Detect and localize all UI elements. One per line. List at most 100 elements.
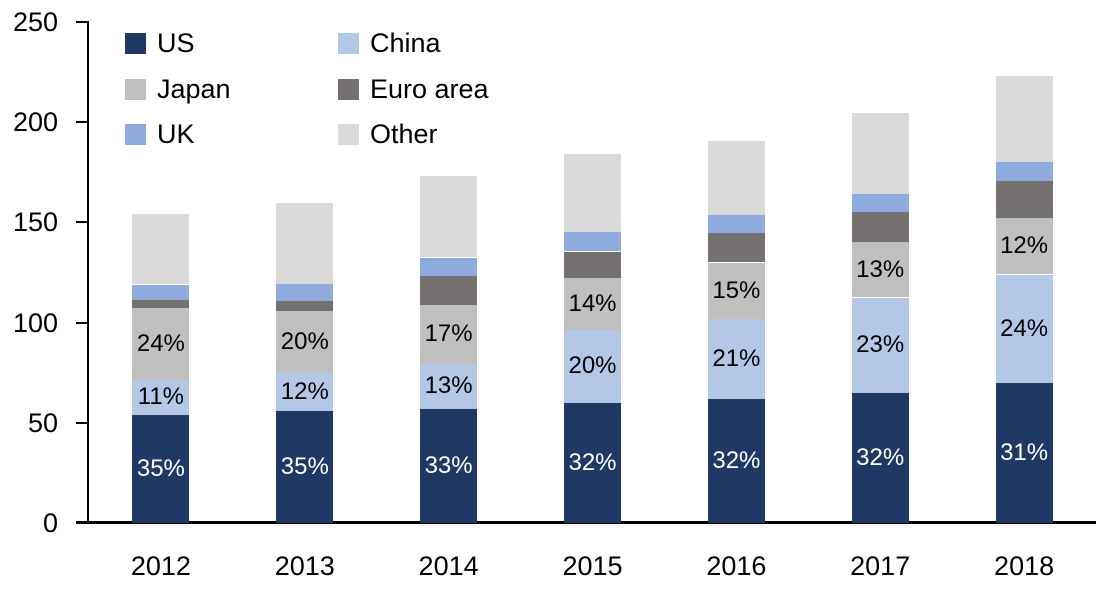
y-axis-tick-label: 0 bbox=[42, 508, 58, 538]
bar-segment-china-2012: 11% bbox=[132, 379, 190, 415]
legend-swatch-euro-area-icon bbox=[338, 78, 359, 100]
bar-segment-euro-area-2013 bbox=[276, 300, 334, 311]
bar-label-china-2013: 12% bbox=[280, 377, 329, 405]
bar-label-japan-2013: 20% bbox=[280, 327, 329, 355]
bar-segment-euro-area-2012 bbox=[132, 299, 190, 308]
legend-label-euro-area: Euro area bbox=[370, 73, 489, 104]
legend-item-euro-area: Euro area bbox=[338, 73, 489, 104]
legend-swatch-japan-icon bbox=[125, 78, 146, 100]
bar-label-japan-2016: 15% bbox=[712, 276, 761, 304]
legend-label-china: China bbox=[370, 27, 441, 58]
y-axis-tick-label: 250 bbox=[12, 7, 58, 37]
y-axis-tick bbox=[76, 422, 89, 424]
bar-segment-other-2013 bbox=[276, 203, 334, 284]
bar-segment-other-2014 bbox=[420, 176, 478, 258]
bar-segment-other-2012 bbox=[132, 214, 190, 285]
bar-segment-uk-2013 bbox=[276, 283, 334, 301]
bar-segment-euro-area-2016 bbox=[707, 233, 765, 263]
bar-segment-us-2015: 32% bbox=[564, 402, 621, 523]
y-axis-tick-label: 50 bbox=[27, 408, 58, 438]
bar-label-japan-2012: 24% bbox=[136, 329, 185, 357]
legend-swatch-other-icon bbox=[338, 123, 359, 145]
legend-item-uk: UK bbox=[125, 118, 195, 149]
bar-label-us-2014: 33% bbox=[424, 451, 473, 479]
bar-segment-us-2013: 35% bbox=[276, 410, 334, 523]
bar-label-china-2017: 23% bbox=[856, 331, 905, 359]
x-axis-label-2017: 2017 bbox=[850, 551, 911, 581]
bar-label-us-2012: 35% bbox=[136, 454, 185, 482]
bar-label-china-2015: 20% bbox=[568, 352, 617, 380]
legend-label-us: US bbox=[157, 27, 195, 58]
bar-segment-us-2016: 32% bbox=[707, 398, 765, 523]
bar-label-japan-2014: 17% bbox=[424, 320, 473, 348]
legend-item-japan: Japan bbox=[125, 73, 231, 104]
legend-swatch-uk-icon bbox=[125, 123, 146, 145]
bar-segment-japan-2016: 15% bbox=[707, 262, 765, 319]
legend-label-japan: Japan bbox=[157, 73, 231, 104]
bar-segment-uk-2017 bbox=[851, 194, 909, 213]
bar-segment-china-2013: 12% bbox=[276, 372, 334, 411]
bar-label-us-2017: 32% bbox=[856, 443, 905, 471]
legend-label-other: Other bbox=[370, 118, 438, 149]
bar-segment-other-2015 bbox=[564, 154, 621, 233]
bar-segment-japan-2018: 12% bbox=[995, 218, 1053, 275]
bar-label-china-2012: 11% bbox=[137, 383, 185, 411]
bar-segment-japan-2015: 14% bbox=[564, 277, 621, 330]
bar-label-us-2016: 32% bbox=[712, 446, 761, 474]
bar-segment-china-2015: 20% bbox=[564, 329, 621, 403]
bar-segment-uk-2012 bbox=[132, 284, 190, 300]
bar-label-us-2015: 32% bbox=[568, 448, 617, 476]
bar-segment-uk-2018 bbox=[995, 162, 1053, 182]
bar-segment-japan-2017: 13% bbox=[851, 242, 909, 298]
bar-segment-china-2017: 23% bbox=[851, 297, 909, 393]
y-axis-line bbox=[87, 22, 89, 524]
bar-label-china-2016: 21% bbox=[712, 344, 761, 372]
bar-segment-china-2014: 13% bbox=[420, 363, 478, 409]
x-axis-label-2013: 2013 bbox=[274, 551, 335, 581]
bar-segment-us-2014: 33% bbox=[420, 408, 478, 523]
bar-segment-other-2018 bbox=[995, 76, 1053, 163]
y-axis-tick-label: 200 bbox=[12, 107, 58, 137]
bar-segment-uk-2016 bbox=[707, 215, 765, 234]
bar-label-china-2014: 13% bbox=[424, 372, 473, 400]
bar-segment-japan-2013: 20% bbox=[276, 310, 334, 373]
y-axis-tick bbox=[76, 322, 89, 324]
y-axis-tick-label: 150 bbox=[12, 207, 58, 237]
legend-label-uk: UK bbox=[157, 118, 195, 149]
bar-segment-us-2017: 32% bbox=[851, 392, 909, 523]
bar-label-japan-2015: 14% bbox=[568, 289, 617, 317]
bar-segment-us-2018: 31% bbox=[995, 382, 1053, 523]
y-axis-tick bbox=[76, 221, 89, 223]
bar-segment-euro-area-2018 bbox=[995, 181, 1053, 219]
bar-segment-euro-area-2015 bbox=[564, 251, 621, 278]
bar-segment-uk-2014 bbox=[420, 257, 478, 276]
bar-segment-uk-2015 bbox=[564, 232, 621, 252]
bar-label-japan-2017: 13% bbox=[856, 255, 905, 283]
bar-segment-euro-area-2014 bbox=[420, 275, 478, 305]
bar-segment-china-2018: 24% bbox=[995, 274, 1053, 383]
bar-segment-other-2017 bbox=[851, 113, 909, 195]
legend-swatch-us-icon bbox=[125, 32, 146, 54]
bar-label-china-2018: 24% bbox=[1000, 314, 1049, 342]
x-axis-label-2012: 2012 bbox=[130, 551, 191, 581]
x-axis-label-2018: 2018 bbox=[994, 551, 1055, 581]
bar-segment-other-2016 bbox=[707, 141, 765, 216]
legend-swatch-china-icon bbox=[338, 32, 359, 54]
legend-item-other: Other bbox=[338, 118, 438, 149]
bar-label-japan-2018: 12% bbox=[1000, 232, 1049, 260]
bar-segment-euro-area-2017 bbox=[851, 212, 909, 243]
y-axis-tick bbox=[76, 21, 89, 23]
legend-item-us: US bbox=[125, 27, 195, 58]
bar-label-us-2018: 31% bbox=[1000, 438, 1049, 466]
bar-segment-japan-2012: 24% bbox=[132, 307, 190, 380]
x-axis-label-2015: 2015 bbox=[562, 551, 623, 581]
y-axis-tick-label: 100 bbox=[12, 308, 58, 338]
bar-segment-us-2012: 35% bbox=[132, 414, 190, 523]
bar-label-us-2013: 35% bbox=[280, 452, 329, 480]
x-axis-label-2014: 2014 bbox=[418, 551, 479, 581]
legend-item-china: China bbox=[338, 27, 441, 58]
y-axis-tick bbox=[76, 121, 89, 123]
bar-segment-china-2016: 21% bbox=[707, 318, 765, 399]
bar-segment-japan-2014: 17% bbox=[420, 304, 478, 364]
